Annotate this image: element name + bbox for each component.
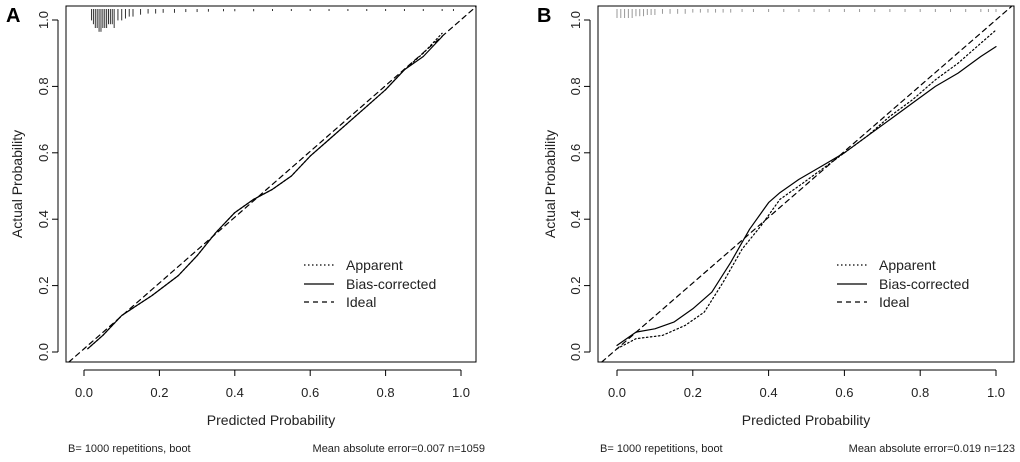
- panel-label-a: A: [6, 5, 20, 27]
- footer-repetitions-b: B= 1000 repetitions, boot: [600, 443, 723, 455]
- y-tick-label: 0.6: [36, 144, 51, 162]
- legend-label-ideal-b: Ideal: [879, 294, 909, 310]
- x-tick-label: 1.0: [452, 385, 470, 400]
- y-tick-label: 0.4: [568, 210, 583, 228]
- series-ideal-line-a: [68, 6, 477, 363]
- x-tick-label: 0.8: [377, 385, 395, 400]
- series-apparent-line-a: [87, 32, 443, 350]
- y-tick-label: 0.8: [36, 77, 51, 95]
- rug-marks-a: [91, 9, 454, 32]
- y-axis-label-b: Actual Probability: [542, 130, 558, 238]
- series-layer-a: [68, 6, 477, 363]
- y-tick-label: 0.2: [568, 277, 583, 295]
- plot-frame-a: [65, 5, 477, 363]
- series-ideal-line-b: [601, 6, 1012, 363]
- plot-frame-b: [597, 5, 1015, 363]
- x-tick-label: 0.6: [301, 385, 319, 400]
- y-tick-label: 0.4: [36, 210, 51, 228]
- x-tick-label: 0.4: [226, 385, 244, 400]
- x-axis-b: 0.0 0.2 0.4 0.6 0.8 1.0: [608, 369, 1005, 400]
- legend-label-apparent-a: Apparent: [346, 257, 403, 273]
- footer-repetitions-a: B= 1000 repetitions, boot: [68, 443, 191, 455]
- y-axis-label-a: Actual Probability: [9, 130, 25, 238]
- x-tick-label: 0.2: [150, 385, 168, 400]
- panel-b: B 0.0 0.2 0.4 0.6 0.8 1.0 0.00.20.40.60.81.0 …: [537, 5, 1015, 455]
- series-bias-corrected-line-b: [616, 46, 997, 346]
- x-axis-label-b: Predicted Probability: [742, 412, 870, 428]
- x-tick-label: 0.4: [760, 385, 778, 400]
- x-tick-label: 0.0: [75, 385, 93, 400]
- legend-label-bias-corrected-a: Bias-corrected: [346, 276, 436, 292]
- y-tick-label: 0.8: [568, 77, 583, 95]
- legend-label-bias-corrected-b: Bias-corrected: [879, 276, 969, 292]
- x-axis-a: 0.0 0.2 0.4 0.6 0.8 1.0: [75, 369, 470, 400]
- y-tick-label: 1.0: [568, 11, 583, 29]
- panel-label-b: B: [537, 5, 551, 27]
- footer-error-a: Mean absolute error=0.007 n=1059: [313, 443, 485, 455]
- x-axis-label-a: Predicted Probability: [207, 412, 335, 428]
- y-tick-label: 0.6: [568, 144, 583, 162]
- series-layer-b: [601, 6, 1012, 363]
- y-tick-label: 0.0: [36, 343, 51, 361]
- legend-label-ideal-a: Ideal: [346, 294, 376, 310]
- series-apparent-line-b: [616, 29, 997, 350]
- legend-b: Apparent Bias-corrected Ideal: [837, 257, 969, 310]
- y-axis-b: 0.0 0.2 0.4 0.6 0.8 1.0: [568, 11, 591, 361]
- y-axis-a: 0.0 0.2 0.4 0.6 0.8 1.0: [36, 11, 59, 361]
- y-tick-label: 1.0: [36, 11, 51, 29]
- x-tick-label: 0.8: [911, 385, 929, 400]
- y-tick-label: 0.0: [568, 343, 583, 361]
- footer-error-b: Mean absolute error=0.019 n=123: [849, 443, 1015, 455]
- y-tick-label: 0.2: [36, 277, 51, 295]
- x-tick-label: 0.6: [835, 385, 853, 400]
- legend-a: Apparent Bias-corrected Ideal: [304, 257, 436, 310]
- x-tick-label: 0.2: [684, 385, 702, 400]
- rug-marks-b: [616, 9, 997, 18]
- series-bias-corrected-line-a: [87, 36, 443, 350]
- panel-a: A 0.0 0.2 0.4 0.6 0.8 1.0 0.00.20.40.60.81.0 …: [6, 5, 485, 455]
- legend-label-apparent-b: Apparent: [879, 257, 936, 273]
- x-tick-label: 0.0: [608, 385, 626, 400]
- x-tick-label: 1.0: [987, 385, 1005, 400]
